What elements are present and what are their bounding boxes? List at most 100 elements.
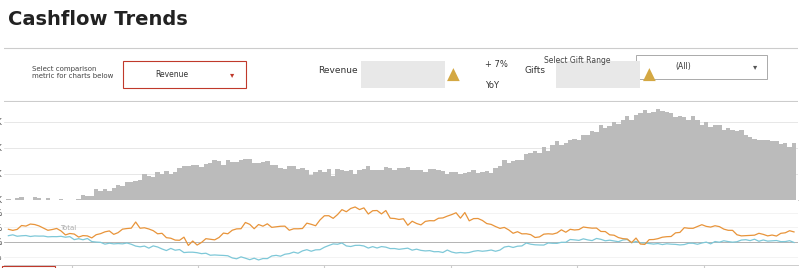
Bar (362, 169, 366, 200)
Bar (559, 145, 563, 200)
Bar (555, 140, 559, 200)
Bar (757, 140, 761, 200)
Bar (682, 117, 686, 200)
Bar (406, 167, 410, 200)
Bar (247, 159, 252, 200)
Bar (761, 140, 766, 200)
Bar (85, 196, 90, 200)
Bar (358, 170, 362, 200)
Text: ▲: ▲ (642, 66, 655, 84)
Bar (577, 140, 581, 200)
Bar (427, 169, 432, 200)
Bar (59, 199, 63, 200)
FancyBboxPatch shape (123, 61, 246, 88)
FancyBboxPatch shape (635, 55, 766, 79)
Bar (353, 174, 358, 200)
Bar (90, 196, 94, 200)
Bar (222, 165, 226, 200)
Bar (722, 130, 726, 200)
Bar (239, 160, 243, 200)
Bar (138, 180, 142, 200)
Bar (213, 160, 217, 200)
Bar (318, 170, 322, 200)
Text: Gifts: Gifts (524, 66, 546, 76)
Bar (792, 143, 796, 200)
Bar (563, 143, 568, 200)
Bar (111, 188, 116, 200)
Bar (506, 163, 511, 200)
Text: ▲: ▲ (446, 66, 459, 84)
Bar (462, 173, 467, 200)
Bar (155, 172, 160, 200)
Bar (511, 161, 515, 200)
Bar (344, 171, 349, 200)
Bar (581, 135, 586, 200)
Bar (173, 172, 178, 200)
Bar (296, 169, 300, 200)
Bar (366, 166, 370, 200)
Bar (418, 170, 423, 200)
Bar (594, 132, 598, 200)
Bar (423, 172, 427, 200)
Bar (169, 174, 173, 200)
Bar (102, 189, 107, 200)
Bar (770, 141, 774, 200)
Bar (190, 165, 195, 200)
Text: (All): (All) (675, 62, 691, 71)
Bar (542, 147, 546, 200)
Bar (467, 172, 471, 200)
Bar (533, 151, 538, 200)
Text: Select Gift Range: Select Gift Range (544, 56, 610, 65)
Bar (256, 163, 261, 200)
Bar (160, 174, 164, 200)
Bar (515, 160, 520, 200)
Bar (700, 125, 704, 200)
Bar (261, 162, 265, 200)
Bar (226, 160, 230, 200)
Bar (146, 176, 151, 200)
Bar (686, 120, 691, 200)
Bar (217, 161, 222, 200)
Bar (300, 168, 305, 200)
Bar (743, 135, 748, 200)
Bar (691, 117, 695, 200)
Bar (450, 172, 454, 200)
FancyBboxPatch shape (362, 61, 445, 88)
Bar (730, 130, 734, 200)
Bar (568, 140, 572, 200)
Bar (590, 131, 594, 200)
Bar (230, 162, 234, 200)
Bar (489, 173, 494, 200)
Bar (94, 189, 98, 200)
Bar (278, 168, 282, 200)
Bar (441, 171, 445, 200)
Bar (291, 166, 296, 200)
Bar (647, 113, 651, 200)
Bar (151, 177, 155, 200)
Bar (436, 170, 441, 200)
Bar (370, 170, 375, 200)
Bar (384, 167, 388, 200)
Bar (454, 172, 458, 200)
Bar (195, 165, 199, 200)
Bar (621, 120, 625, 200)
Bar (134, 181, 138, 200)
Text: Cashflow Trends: Cashflow Trends (8, 10, 188, 29)
Bar (538, 153, 542, 200)
Bar (142, 174, 146, 200)
Bar (520, 160, 524, 200)
Bar (630, 120, 634, 200)
Bar (498, 166, 502, 200)
Text: Revenue: Revenue (155, 70, 188, 79)
Bar (726, 128, 730, 200)
Bar (305, 170, 309, 200)
Bar (529, 153, 533, 200)
Text: Select comparison
metric for charts below: Select comparison metric for charts belo… (32, 66, 113, 79)
Bar (494, 168, 498, 200)
Bar (651, 112, 656, 200)
Bar (19, 197, 24, 200)
Bar (322, 172, 326, 200)
Bar (603, 128, 607, 200)
Text: Total: Total (60, 225, 76, 231)
FancyBboxPatch shape (556, 61, 639, 88)
